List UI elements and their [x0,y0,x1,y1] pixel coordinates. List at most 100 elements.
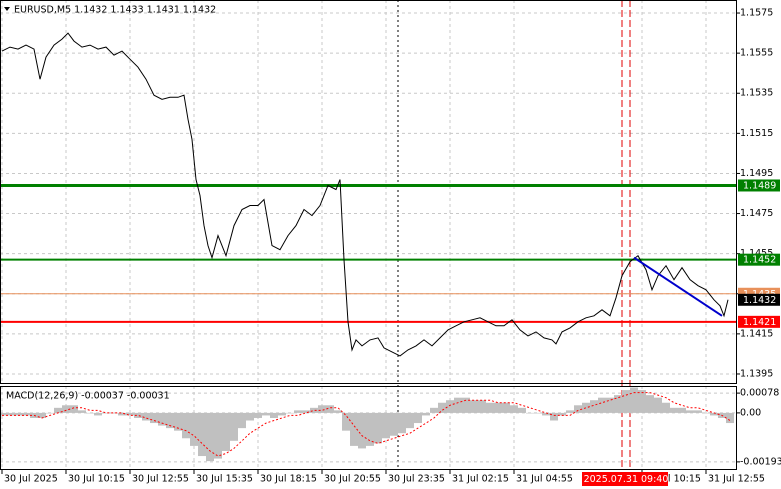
macd-bar [686,410,694,413]
macd-bar [678,407,686,413]
macd-bar [542,412,550,416]
macd-bar [358,412,366,449]
macd-bar [398,412,406,434]
macd-bar [38,412,46,418]
macd-bar [198,412,206,457]
x-tick-label: 30 Jul 12:55 [132,474,189,485]
macd-bar [70,405,78,413]
x-tick-label: 30 Jul 20:55 [324,474,381,485]
macd-bar [206,412,214,462]
macd-bar [214,412,222,459]
macd-bar [726,412,734,424]
macd-bar [526,412,534,414]
macd-bar [126,412,134,416]
macd-bar [566,410,574,413]
y-tick-label: 1.1515 [740,128,773,139]
macd-bar [494,402,502,413]
macd-bar [262,412,270,416]
macd-bar [6,412,14,416]
indicator-title: MACD(12,26,9) -0.00037 -0.00031 [6,391,170,402]
macd-bar [438,402,446,413]
y-tick-label: 1.1555 [740,48,773,59]
y-tick-label: -0.00193 [740,456,781,467]
y-tick-label: 1.1575 [740,8,773,19]
macd-bar [270,412,278,418]
macd-bar [118,412,126,416]
macd-bar [158,412,166,426]
y-tick-label: 1.1395 [740,368,773,379]
macd-bar [110,412,118,414]
x-tick-label: 30 Jul 23:35 [388,474,445,485]
macd-bar [406,412,414,429]
y-tick-label: 0.00078 [740,388,779,399]
x-tick-label: 31 Jul 04:55 [516,474,573,485]
macd-bar [142,412,150,421]
last-price-box [738,293,780,306]
macd-bar [0,412,6,416]
macd-bar [278,412,286,416]
macd-bar [22,412,30,416]
macd-bar [350,412,358,446]
signal-line [2,392,731,457]
macd-bar [166,412,174,429]
macd-bar [310,407,318,413]
macd-bar [598,397,606,413]
macd-bar [14,412,22,416]
x-tick-label: 30 Jul 15:35 [196,474,253,485]
macd-bar [590,400,598,413]
x-tick-label: 30 Jul 18:15 [260,474,317,485]
macd-bar [302,410,310,413]
y-tick-label: 1.1495 [740,168,773,179]
macd-bar [510,405,518,413]
macd-bar [614,395,622,413]
macd-bar [102,412,110,414]
macd-bar [46,412,54,414]
chart-title: EURUSD,M5 1.1432 1.1433 1.1431 1.1432 [14,5,216,16]
macd-bar [558,412,566,416]
y-tick-label: 1.1415 [740,328,773,339]
macd-bar [230,412,238,441]
macd-bar [62,405,70,413]
macd-bar [222,412,230,451]
macd-bar [606,397,614,413]
y-tick-label: 1.1455 [740,248,773,259]
macd-bar [382,412,390,439]
macd-bar [374,412,382,444]
price-line [1,32,729,357]
panel-frame [0,0,737,384]
crosshair-label: 2025.07.31 09:40 [584,474,669,485]
macd-bar [654,397,662,413]
macd-bar [550,412,558,421]
last-price-label: 1.1432 [743,295,776,306]
panel-frame [0,386,737,470]
macd-bar [446,400,454,413]
macd-bar [78,410,86,413]
macd-bar [246,412,254,421]
x-tick-label: 31 Jul 12:55 [708,474,765,485]
macd-bar [86,412,94,414]
macd-bar [334,410,342,413]
macd-bar [390,412,398,436]
macd-bar [294,410,302,413]
macd-bar [462,397,470,413]
macd-bar [94,412,102,416]
macd-bar [190,412,198,446]
macd-bar [342,412,350,431]
macd-bar [622,390,630,413]
level-label-box [738,253,780,266]
macd-bar [574,405,582,413]
macd-bar [430,407,438,413]
macd-bar [414,412,422,424]
level-label: 1.1421 [743,317,776,328]
macd-bar [326,405,334,413]
macd-bar [486,402,494,413]
macd-bar [502,402,510,413]
macd-bar [318,405,326,413]
y-tick-label: 1.1475 [740,208,773,219]
x-tick-label: 31 Jul 02:15 [452,474,509,485]
macd-bar [174,412,182,431]
macd-bar [478,400,486,413]
macd-bar [134,412,142,418]
macd-bar [286,412,294,414]
macd-bar [534,412,542,414]
